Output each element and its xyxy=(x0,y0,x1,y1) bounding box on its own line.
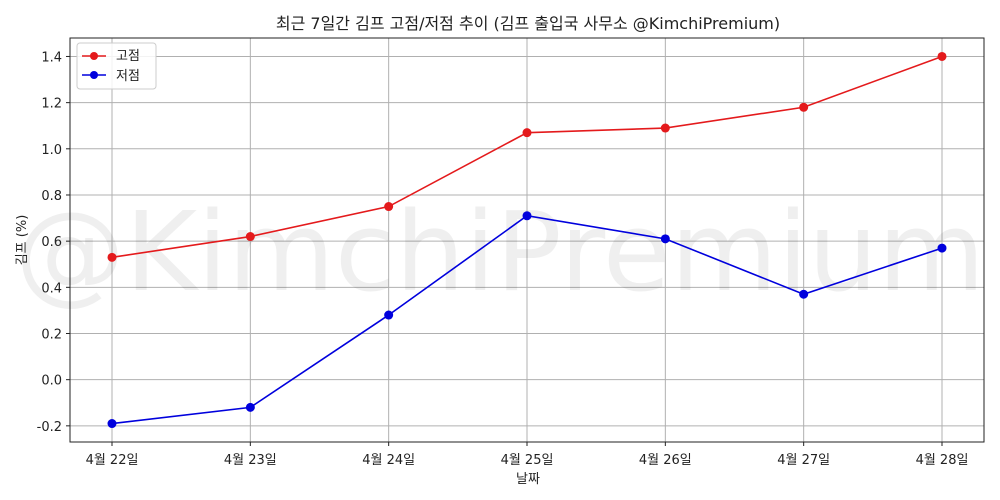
y-tick-label: -0.2 xyxy=(37,420,62,435)
y-tick-label: 0.6 xyxy=(41,235,62,250)
data-point-low xyxy=(660,234,670,244)
y-tick-label: 1.0 xyxy=(41,143,62,158)
legend-marker-high xyxy=(90,52,98,60)
y-tick-label: 0.0 xyxy=(41,374,62,389)
data-point-high xyxy=(384,202,394,212)
x-axis-label: 날짜 xyxy=(516,472,540,487)
x-tick-label: 4월 26일 xyxy=(639,453,692,468)
data-point-low xyxy=(937,243,947,253)
y-tick-label: 0.4 xyxy=(41,281,62,296)
x-tick-label: 4월 23일 xyxy=(224,453,277,468)
data-point-low xyxy=(245,402,255,412)
chart-title: 최근 7일간 김프 고점/저점 추이 (김프 출입국 사무소 @KimchiPr… xyxy=(276,14,780,33)
y-tick-label: 1.4 xyxy=(41,50,62,65)
x-tick-label: 4월 22일 xyxy=(86,453,139,468)
x-axis: 4월 22일 4월 23일 4월 24일 4월 25일 4월 26일 4월 27일 4월 2… xyxy=(86,442,969,468)
y-tick-label: 0.2 xyxy=(41,327,62,342)
x-tick-label: 4월 27일 xyxy=(777,453,830,468)
data-point-low xyxy=(107,419,117,429)
data-point-high xyxy=(937,51,947,61)
legend-label-low: 저점 xyxy=(116,69,140,84)
y-axis-label: 김프 (%) xyxy=(15,215,30,266)
data-point-high xyxy=(799,102,809,112)
data-point-low xyxy=(384,310,394,320)
y-tick-label: 1.2 xyxy=(41,97,62,112)
legend-marker-low xyxy=(90,71,98,79)
data-point-low xyxy=(522,211,532,221)
y-tick-label: 0.8 xyxy=(41,189,62,204)
y-axis: -0.2 0.0 0.2 0.4 0.6 0.8 1.0 1.2 1.4 xyxy=(37,50,70,435)
x-tick-label: 4월 24일 xyxy=(362,453,415,468)
x-tick-label: 4월 28일 xyxy=(916,453,969,468)
data-point-high xyxy=(522,128,532,138)
watermark: @KimchiPremium xyxy=(15,188,985,316)
series-layer xyxy=(107,51,947,429)
x-tick-label: 4월 25일 xyxy=(501,453,554,468)
data-point-high xyxy=(107,252,117,262)
legend-label-high: 고점 xyxy=(116,49,140,64)
data-point-high xyxy=(245,232,255,242)
data-point-high xyxy=(660,123,670,133)
data-point-low xyxy=(799,289,809,299)
legend: 고점 저점 xyxy=(76,42,157,90)
